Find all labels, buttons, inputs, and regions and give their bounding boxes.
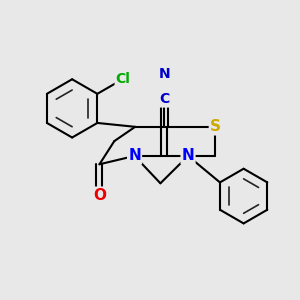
Text: S: S bbox=[210, 119, 221, 134]
Text: Cl: Cl bbox=[116, 72, 130, 86]
Text: N: N bbox=[182, 148, 194, 164]
Text: N: N bbox=[158, 67, 170, 81]
Text: C: C bbox=[159, 92, 169, 106]
Text: O: O bbox=[93, 188, 106, 203]
Text: N: N bbox=[128, 148, 141, 164]
